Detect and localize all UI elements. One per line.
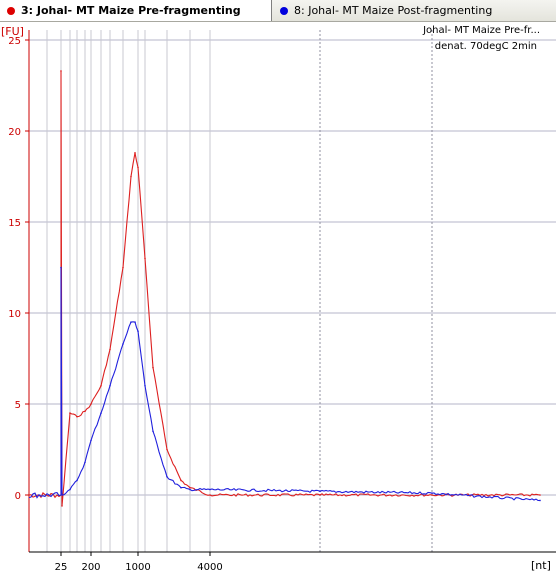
x-tick-label: 4000 — [197, 562, 222, 573]
series-point — [130, 321, 132, 323]
series-line-pre-fragmenting — [28, 70, 541, 506]
series-point — [69, 488, 71, 491]
grid-lines — [29, 30, 556, 552]
series-point — [209, 488, 211, 491]
series-point — [90, 403, 92, 405]
tab-sample-8-label: 8: Johal- MT Maize Post-fragmenting — [294, 4, 493, 17]
y-tick-label: 20 — [8, 127, 21, 138]
series-point — [209, 494, 211, 496]
series-point — [319, 490, 321, 493]
series-point — [122, 266, 124, 269]
series-point — [134, 321, 136, 323]
series-point — [144, 257, 146, 260]
x-axis: 25 200 1000 4000 [nt] — [29, 551, 556, 573]
series-point — [189, 488, 191, 491]
series-point — [134, 152, 136, 154]
series-point — [431, 494, 433, 496]
series-point — [189, 486, 191, 489]
series-point — [152, 430, 154, 433]
x-tick-label: 200 — [81, 562, 100, 573]
series-point — [109, 385, 111, 387]
tab-sample-8[interactable]: 8: Johal- MT Maize Post-fragmenting — [273, 0, 556, 21]
series-point — [166, 476, 168, 478]
y-tick-label: 25 — [8, 36, 21, 47]
series-point — [76, 415, 78, 418]
series-point — [130, 175, 132, 178]
y-tick-label: 0 — [15, 491, 21, 502]
electropherogram-chart: [FU] 0 5 10 15 20 25 25 200 1000 4000 [nt] Johal… — [1, 25, 556, 573]
series-point — [152, 366, 154, 369]
info-sample-name: Johal- MT Maize Pre-fr... — [422, 25, 540, 36]
series-point — [84, 410, 86, 413]
y-tick-label: 15 — [8, 218, 21, 229]
series-point — [180, 486, 182, 489]
series-point — [319, 494, 321, 496]
x-tick-label: 25 — [55, 562, 68, 573]
series-point — [60, 70, 62, 72]
info-denaturation: denat. 70degC 2min — [435, 41, 537, 52]
y-tick-label: 5 — [15, 400, 21, 411]
series-point — [109, 348, 111, 351]
series-layer — [28, 70, 541, 507]
series-point — [122, 343, 124, 345]
series-point — [76, 479, 78, 482]
series-point — [137, 330, 139, 333]
y-axis-label: [FU] — [1, 25, 24, 38]
series-point — [137, 166, 139, 169]
series-point — [431, 492, 433, 494]
series-point — [539, 494, 541, 496]
series-point — [166, 448, 168, 451]
tab-sample-3-label: 3: Johal- MT Maize Pre-fragmenting — [21, 4, 241, 17]
series-point — [90, 439, 92, 442]
sample-8-dot-icon — [280, 6, 288, 15]
series-point — [100, 385, 102, 387]
sample-tab-bar: 3: Johal- MT Maize Pre-fragmenting 8: Jo… — [0, 0, 556, 22]
series-point — [61, 505, 63, 507]
series-point — [60, 266, 62, 269]
sample-3-dot-icon — [7, 6, 15, 15]
series-point — [100, 412, 102, 414]
y-axis: [FU] 0 5 10 15 20 25 — [1, 25, 30, 552]
series-point — [84, 461, 86, 464]
series-line-post-fragmenting — [28, 267, 540, 502]
series-point — [69, 412, 71, 414]
tab-sample-3[interactable]: 3: Johal- MT Maize Pre-fragmenting — [0, 0, 272, 21]
series-point — [539, 499, 541, 502]
y-tick-label: 10 — [8, 309, 21, 320]
series-point — [61, 494, 63, 496]
x-tick-label: 1000 — [125, 562, 150, 573]
series-point — [180, 479, 182, 482]
x-axis-label: [nt] — [531, 559, 551, 572]
series-point — [144, 385, 146, 387]
